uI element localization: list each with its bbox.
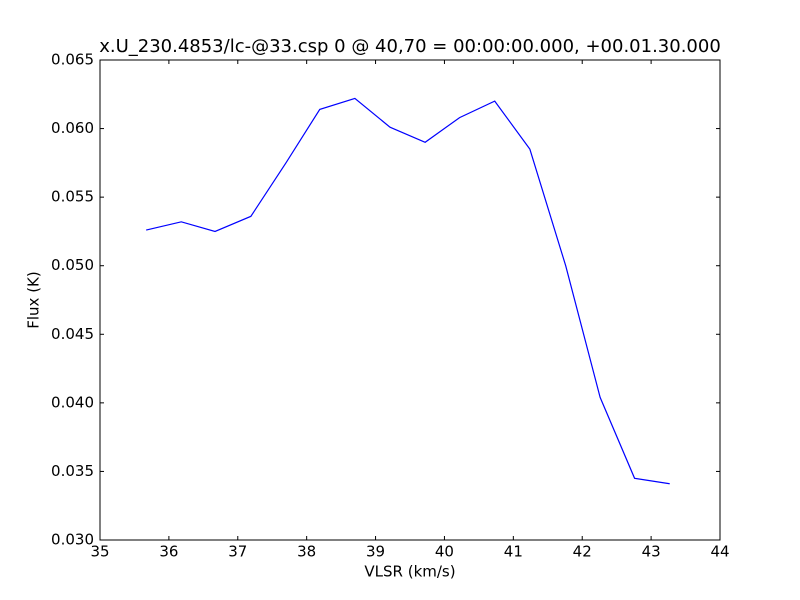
x-tick-label: 38 [297,543,316,561]
y-tick-label: 0.045 [51,325,94,343]
y-axis-label: Flux (K) [25,271,43,329]
y-tick-label: 0.030 [51,531,94,549]
x-tick-label: 36 [159,543,178,561]
x-tick-label: 35 [90,543,109,561]
chart-title: x.U_230.4853/lc-@33.csp 0 @ 40,70 = 00:0… [99,36,721,57]
x-axis-label: VLSR (km/s) [364,563,455,581]
x-tick-label: 43 [642,543,661,561]
x-tick-label: 40 [435,543,454,561]
x-tick-label: 44 [710,543,729,561]
y-tick-label: 0.050 [51,256,94,274]
y-tick-label: 0.040 [51,393,94,411]
y-tick-label: 0.035 [51,462,94,480]
y-tick-label: 0.060 [51,119,94,137]
plot-frame [99,59,721,541]
x-tick-label: 41 [504,543,523,561]
y-tick-label: 0.065 [51,51,94,69]
x-tick-label: 37 [228,543,247,561]
x-tick-label: 39 [366,543,385,561]
line-series [146,97,670,485]
y-tick-label: 0.055 [51,188,94,206]
x-tick-label: 42 [573,543,592,561]
